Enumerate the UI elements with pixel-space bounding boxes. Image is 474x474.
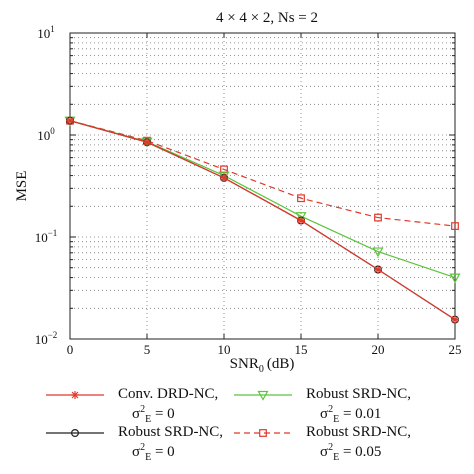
- x-axis-label-subscript: 0: [259, 364, 264, 375]
- x-tick-label: 10: [218, 342, 231, 357]
- series-point-2: [449, 273, 461, 284]
- series-layer: [64, 116, 461, 324]
- legend-sigma-robust-srd-nc-005: σ2E = 0.05: [320, 442, 382, 463]
- x-tick-label: 15: [295, 342, 308, 357]
- y-axis-label: MSE: [14, 171, 30, 202]
- legend-marker: [71, 428, 80, 438]
- x-axis-label-unit: (dB): [267, 356, 295, 372]
- series-point-0: [220, 173, 228, 182]
- series-point-0: [297, 216, 305, 225]
- series-point-3: [297, 194, 305, 203]
- legend: Conv. DRD-NC, σ2E = 0 Robust SRD-NC, σ2E…: [0, 382, 474, 474]
- legend-marker: [259, 429, 267, 437]
- x-tick-label: 0: [67, 342, 74, 357]
- legend-sigma-conv-drd-nc: σ2E = 0: [132, 404, 175, 425]
- x-tick-label: 20: [372, 342, 385, 357]
- x-axis-label-main: SNR: [230, 356, 259, 372]
- series-point-2: [372, 247, 384, 258]
- plot-frame: [69, 32, 456, 340]
- series-point-3: [451, 222, 459, 230]
- chart-background: [0, 0, 474, 382]
- series-point-3: [220, 165, 228, 174]
- series-point-0: [143, 138, 151, 147]
- y-tick-label: 101: [37, 24, 55, 41]
- legend-sample-robust-srd-nc-005: [234, 429, 292, 437]
- legend-marker: [257, 390, 269, 401]
- legend-label-conv-drd-nc: Conv. DRD-NC,: [118, 386, 219, 402]
- grid: [70, 33, 455, 339]
- series-point-0: [451, 315, 459, 324]
- y-tick-label: 100: [37, 126, 55, 143]
- x-tick-label: 5: [144, 342, 151, 357]
- series-point-2: [295, 212, 307, 222]
- series-line-0: [69, 120, 456, 321]
- legend-label-robust-srd-nc-0: Robust SRD-NC,: [118, 424, 224, 440]
- series-point-0: [374, 265, 382, 274]
- y-tick-label: 10−1: [35, 228, 58, 245]
- series-point-0: [66, 116, 74, 125]
- legend-sample-robust-srd-nc-001: [234, 390, 292, 401]
- legend-sigma-robust-srd-nc-0: σ2E = 0: [132, 442, 175, 463]
- chart-title: 4 × 4 × 2, Ns = 2: [216, 10, 318, 26]
- legend-sample-conv-drd-nc: [46, 391, 104, 399]
- y-tick-label: 10−2: [35, 330, 58, 347]
- legend-sigma-robust-srd-nc-001: σ2E = 0.01: [320, 404, 382, 425]
- legend-label-robust-srd-nc-001: Robust SRD-NC,: [306, 386, 412, 402]
- legend-sample-robust-srd-nc-0: [46, 428, 104, 438]
- legend-marker: [71, 391, 79, 399]
- series-point-3: [374, 213, 382, 222]
- series-0: [66, 116, 459, 324]
- x-axis-label: SNR0 (dB): [230, 356, 295, 375]
- series-line-3: [69, 120, 456, 227]
- axis-ticks: 0 5 10 15 20 25 101 100 10−1 10−2: [35, 24, 462, 357]
- x-tick-label: 25: [449, 342, 462, 357]
- legend-label-robust-srd-nc-005: Robust SRD-NC,: [306, 424, 412, 440]
- mse-chart: 4 × 4 × 2, Ns = 2 0 5 10 15 20 25 101 100 10−1 10…: [0, 0, 474, 382]
